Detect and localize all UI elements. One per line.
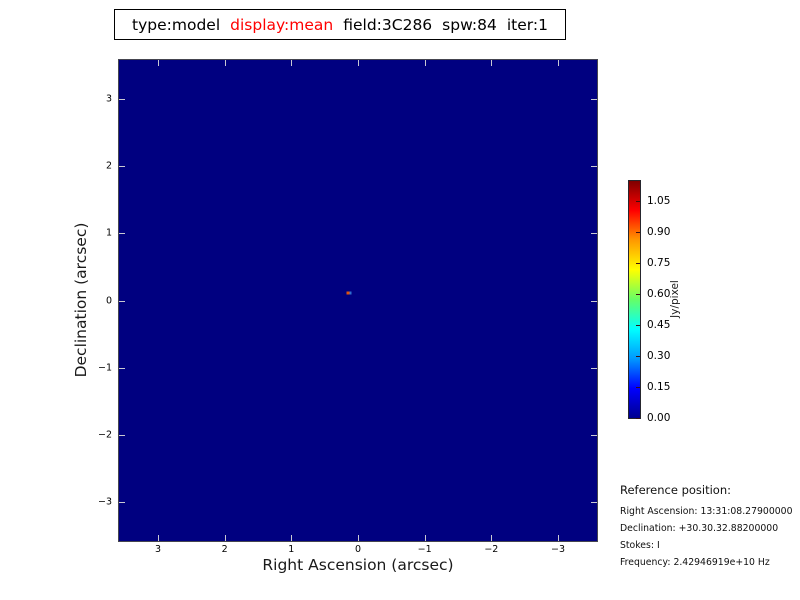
title-part-type: type:model bbox=[132, 15, 221, 34]
colorbar-tick-label: 0.15 bbox=[647, 381, 671, 394]
colorbar-tick-label: 0.00 bbox=[647, 412, 671, 424]
colorbar-tick-label: 0.90 bbox=[647, 226, 671, 239]
colorbar: 0.00 0.15 0.30 0.45 0.60 0.75 0.90 1.05 bbox=[628, 180, 670, 424]
point-source-wing-pixel bbox=[349, 291, 352, 295]
colorbar-tick-mark bbox=[636, 418, 640, 419]
reference-right-ascension: Right Ascension: 13:31:08.27900000 bbox=[620, 506, 793, 517]
colorbar-tick-mark bbox=[636, 201, 640, 203]
colorbar-tick-label: 1.05 bbox=[647, 195, 671, 208]
colorbar-tick-label: 0.75 bbox=[647, 257, 671, 270]
x-tick-mark bbox=[491, 535, 493, 541]
x-tick-mark bbox=[358, 535, 359, 541]
x-tick-label: 1 bbox=[288, 544, 295, 555]
x-tick-label: −2 bbox=[484, 544, 499, 555]
colorbar-tick-mark bbox=[636, 232, 640, 234]
y-tick-mark bbox=[119, 367, 125, 369]
y-tick-mark bbox=[591, 233, 597, 235]
x-tick-mark bbox=[224, 535, 226, 541]
colorbar-tick-mark bbox=[636, 325, 640, 327]
y-axis-label: Declination (arcsec) bbox=[72, 222, 90, 378]
x-tick-mark bbox=[291, 535, 293, 541]
y-tick-mark bbox=[591, 501, 597, 503]
y-tick-mark bbox=[119, 166, 125, 168]
y-tick-label: 1 bbox=[105, 227, 112, 239]
x-tick-label: −1 bbox=[417, 544, 432, 555]
colorbar-tick-label: 0.60 bbox=[647, 288, 671, 301]
colorbar-tick-mark bbox=[636, 387, 640, 389]
colorbar-tick-mark bbox=[636, 263, 640, 265]
y-tick-label: 2 bbox=[105, 160, 112, 172]
reference-position-heading: Reference position: bbox=[620, 483, 731, 497]
x-tick-mark bbox=[158, 60, 159, 66]
y-tick-mark bbox=[591, 367, 597, 369]
y-tick-mark bbox=[119, 99, 125, 101]
x-tick-mark bbox=[424, 535, 426, 541]
y-tick-mark bbox=[119, 434, 125, 436]
x-tick-mark bbox=[358, 60, 359, 66]
x-tick-mark bbox=[158, 535, 159, 541]
colorbar-tick-label: 0.30 bbox=[647, 350, 671, 363]
point-source-peak-pixel bbox=[346, 291, 350, 295]
reference-stokes: Stokes: I bbox=[620, 540, 660, 552]
title-box: type:model display:mean field:3C286 spw:… bbox=[114, 9, 566, 40]
x-tick-label: 0 bbox=[354, 544, 362, 555]
y-tick-mark bbox=[591, 99, 597, 101]
x-tick-mark bbox=[558, 535, 559, 541]
y-tick-mark bbox=[591, 300, 597, 302]
x-tick-mark bbox=[291, 60, 293, 66]
y-tick-mark bbox=[591, 166, 597, 168]
reference-declination: Declination: +30.30.32.88200000 bbox=[620, 523, 779, 535]
y-tick-label: −1 bbox=[97, 362, 112, 374]
y-tick-mark bbox=[591, 434, 597, 436]
title-part-display: display:mean bbox=[230, 15, 334, 34]
colorbar-tick-mark bbox=[636, 356, 640, 358]
title-part-spw: spw:84 bbox=[442, 15, 497, 34]
y-tick-mark bbox=[119, 501, 125, 503]
y-tick-mark bbox=[119, 300, 125, 302]
title-part-field: field:3C286 bbox=[343, 15, 433, 34]
title-part-iter: iter:1 bbox=[506, 15, 548, 34]
x-tick-mark bbox=[224, 60, 226, 66]
y-tick-label: 3 bbox=[105, 93, 112, 105]
x-tick-mark bbox=[424, 60, 426, 66]
reference-frequency: Frequency: 2.42946919e+10 Hz bbox=[620, 557, 770, 569]
y-tick-label: 0 bbox=[105, 295, 112, 306]
x-tick-label: 2 bbox=[221, 544, 228, 555]
x-tick-mark bbox=[491, 60, 493, 66]
colorbar-tick-mark bbox=[636, 294, 640, 296]
colorbar-unit-label: Jy/pixel bbox=[669, 280, 681, 318]
x-tick-label: 3 bbox=[154, 544, 162, 555]
x-tick-label: −3 bbox=[550, 544, 566, 555]
reference-position-block: Reference position: Right Ascension: 13:… bbox=[620, 483, 798, 574]
x-tick-mark bbox=[558, 60, 559, 66]
y-tick-label: −3 bbox=[97, 496, 112, 508]
x-axis-label: Right Ascension (arcsec) bbox=[262, 556, 454, 574]
image-plot-canvas: 3 2 1 0 −1 −2 −3 3 2 1 0 −1 −2 −3 bbox=[98, 59, 598, 555]
y-tick-label: −2 bbox=[97, 429, 112, 441]
y-tick-mark bbox=[119, 233, 125, 235]
point-source-marker bbox=[346, 291, 352, 295]
colorbar-tick-label: 0.45 bbox=[647, 319, 671, 332]
